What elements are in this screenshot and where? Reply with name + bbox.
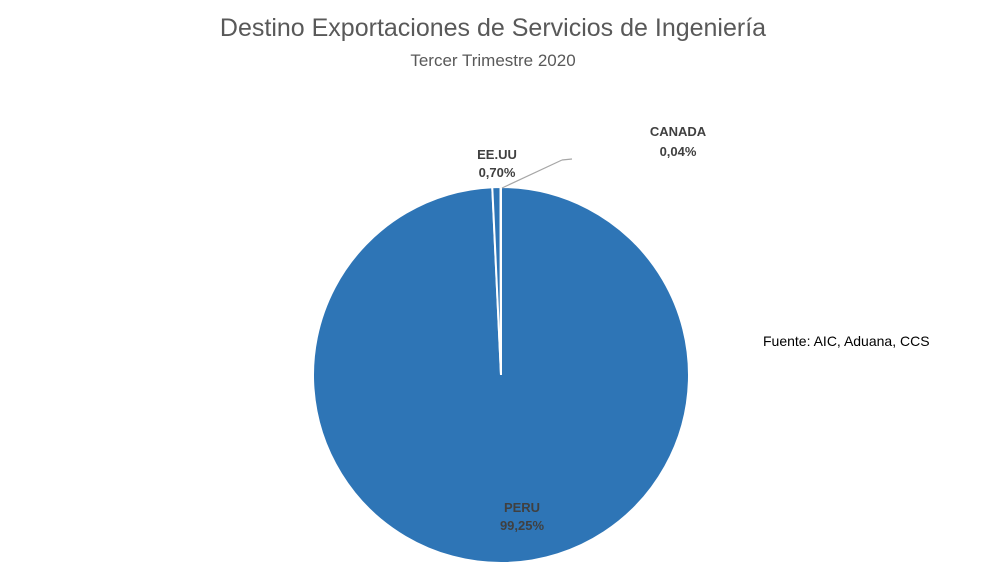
source-note: Fuente: AIC, Aduana, CCS bbox=[763, 333, 930, 349]
canada-leader-line bbox=[501, 159, 563, 189]
chart-title: Destino Exportaciones de Servicios de In… bbox=[219, 14, 767, 42]
data-label-canada-value: 0,04% bbox=[660, 144, 697, 159]
data-label-peru-category: PERU bbox=[504, 500, 540, 515]
data-label-eeuu-category: EE.UU bbox=[477, 147, 517, 162]
canada-leader-line-tail bbox=[561, 158, 573, 161]
data-label-canada-category: CANADA bbox=[650, 124, 707, 139]
data-label-peru-value: 99,25% bbox=[500, 518, 545, 533]
chart-subtitle: Tercer Trimestre 2020 bbox=[410, 51, 576, 70]
data-label-eeuu-value: 0,70% bbox=[479, 165, 516, 180]
